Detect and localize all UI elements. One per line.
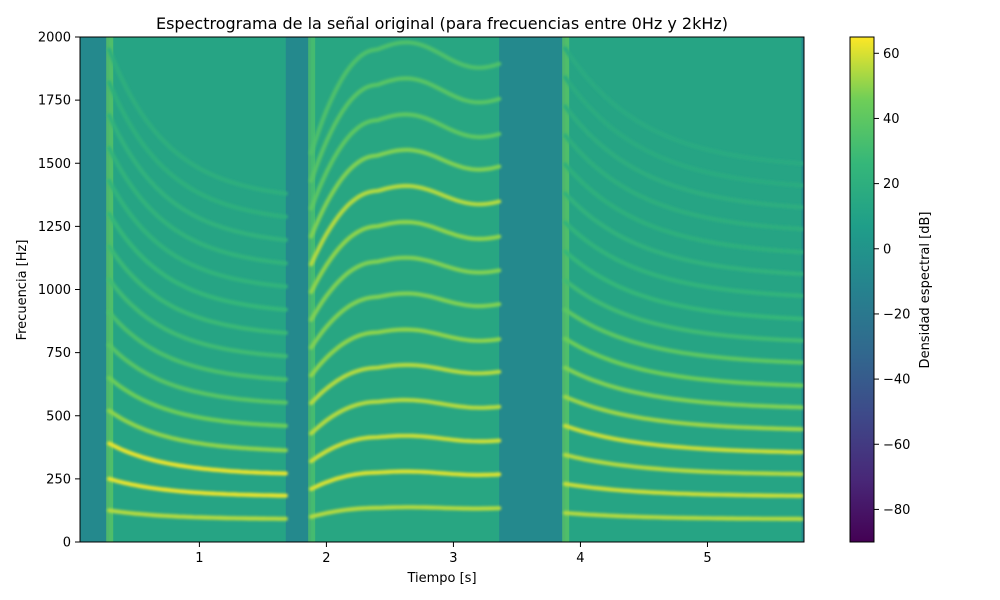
segment-1-harmonic-3 bbox=[107, 441, 288, 476]
segment-3-harmonic-13 bbox=[563, 162, 804, 255]
y-tick-label: 750 bbox=[46, 346, 71, 361]
segment-2-harmonic-6 bbox=[309, 327, 502, 378]
segment-3-harmonic-4 bbox=[563, 423, 804, 455]
segment-1-harmonic-12 bbox=[107, 146, 288, 266]
segment-1-harmonic-8 bbox=[107, 277, 288, 359]
segment-2-harmonic-10 bbox=[309, 183, 502, 267]
segment-3-harmonic-5 bbox=[563, 394, 804, 432]
segment-3-harmonic-16 bbox=[563, 75, 804, 188]
y-tick-label: 2000 bbox=[38, 31, 71, 46]
y-axis-label: Frecuencia [Hz] bbox=[15, 240, 30, 341]
segment-3-harmonic-14 bbox=[563, 133, 804, 232]
segment-3-harmonic-12 bbox=[563, 191, 804, 276]
segment-2-harmonic-1 bbox=[309, 505, 502, 519]
y-axis: 0 250 500 750 1000 1250 1500 1750 2000 bbox=[38, 31, 80, 551]
colorbar-tick-label: −80 bbox=[883, 503, 910, 518]
segment-1-harmonic-6 bbox=[107, 342, 288, 405]
colorbar-label: Densidad espectral [dB] bbox=[918, 212, 933, 369]
x-tick-label: 3 bbox=[449, 551, 457, 566]
colorbar-ticks: 60 40 20 0 −20 −40 −60 −80 bbox=[874, 47, 910, 518]
segment-1-onset bbox=[106, 37, 114, 542]
segment-3-harmonic-17 bbox=[563, 46, 804, 166]
segment-3-onset bbox=[562, 37, 570, 542]
segment-2-region bbox=[311, 37, 500, 542]
x-tick-label: 5 bbox=[703, 551, 711, 566]
segment-1-harmonic-9 bbox=[107, 244, 288, 335]
y-tick-label: 1750 bbox=[38, 94, 71, 109]
segment-2-harmonic-8 bbox=[309, 255, 502, 322]
segment-3-harmonic-10 bbox=[563, 249, 804, 321]
segment-1-harmonic-15 bbox=[107, 47, 288, 196]
segment-2-harmonic-14 bbox=[309, 40, 502, 156]
y-tick-label: 0 bbox=[63, 536, 71, 551]
colorbar-tick-label: −60 bbox=[883, 438, 910, 453]
segment-3-harmonic-6 bbox=[563, 365, 804, 410]
segment-3-harmonic-1 bbox=[563, 510, 804, 522]
y-tick-label: 500 bbox=[46, 409, 71, 424]
y-tick-label: 1000 bbox=[38, 283, 71, 298]
colorbar-tick-label: 60 bbox=[883, 47, 900, 62]
x-axis: 1 2 3 4 5 bbox=[195, 542, 712, 566]
segment-2-harmonic-9 bbox=[309, 219, 502, 295]
x-tick-label: 1 bbox=[195, 551, 203, 566]
x-axis-label: Tiempo [s] bbox=[406, 571, 476, 586]
segment-3-harmonic-8 bbox=[563, 307, 804, 365]
y-tick-label: 1500 bbox=[38, 157, 71, 172]
segment-2-harmonic-11 bbox=[309, 147, 502, 239]
segment-2-harmonic-4 bbox=[309, 397, 502, 436]
segment-3-harmonic-2 bbox=[563, 481, 804, 498]
x-tick-label: 2 bbox=[322, 551, 330, 566]
spectrogram-harmonics bbox=[107, 40, 804, 522]
segment-3-harmonic-15 bbox=[563, 104, 804, 210]
spectrogram-segments bbox=[106, 37, 802, 542]
plot-area bbox=[80, 37, 804, 542]
segment-2-harmonic-5 bbox=[309, 362, 502, 406]
segment-2-harmonic-7 bbox=[309, 291, 502, 350]
segment-2-harmonic-3 bbox=[309, 433, 502, 464]
y-tick-label: 1250 bbox=[38, 220, 71, 235]
segment-3-harmonic-11 bbox=[563, 220, 804, 298]
segment-1-harmonic-7 bbox=[107, 310, 288, 382]
segment-2-harmonic-13 bbox=[309, 76, 502, 183]
colorbar-tick-label: −40 bbox=[883, 373, 910, 388]
segment-1-harmonic-10 bbox=[107, 211, 288, 312]
colorbar-tick-label: 0 bbox=[883, 242, 891, 257]
colorbar-gradient bbox=[849, 36, 875, 543]
segment-1-harmonic-14 bbox=[107, 80, 288, 219]
colorbar-tick-label: −20 bbox=[883, 307, 910, 322]
y-tick-label: 250 bbox=[46, 472, 71, 487]
colorbar-tick-label: 20 bbox=[883, 177, 900, 192]
segment-1-harmonic-1 bbox=[107, 508, 288, 521]
segment-1-harmonic-11 bbox=[107, 178, 288, 289]
chart-title: Espectrograma de la señal original (para… bbox=[156, 14, 728, 33]
segment-1-harmonic-13 bbox=[107, 113, 288, 243]
segment-3-harmonic-3 bbox=[563, 452, 804, 477]
segment-1-harmonic-5 bbox=[107, 375, 288, 428]
segment-1-harmonic-2 bbox=[107, 476, 288, 498]
colorbar: 60 40 20 0 −20 −40 −60 −80 Densidad espectral [… bbox=[849, 36, 933, 543]
segment-1-harmonic-4 bbox=[107, 408, 288, 453]
segment-2-harmonic-2 bbox=[309, 469, 502, 492]
segment-3-region bbox=[565, 37, 802, 542]
x-tick-label: 4 bbox=[576, 551, 584, 566]
colorbar-tick-label: 40 bbox=[883, 112, 900, 127]
segment-3-harmonic-7 bbox=[563, 336, 804, 388]
segment-2-harmonic-12 bbox=[309, 112, 502, 211]
segment-3-harmonic-9 bbox=[563, 278, 804, 343]
